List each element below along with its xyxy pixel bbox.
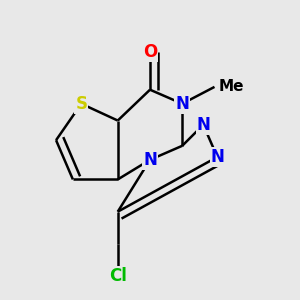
Text: Cl: Cl [109, 267, 127, 285]
Text: N: N [196, 116, 210, 134]
Text: Me: Me [219, 80, 244, 94]
Text: N: N [143, 151, 157, 169]
Text: O: O [143, 43, 157, 61]
Text: S: S [75, 95, 87, 113]
Text: N: N [210, 148, 224, 166]
Text: N: N [175, 95, 189, 113]
